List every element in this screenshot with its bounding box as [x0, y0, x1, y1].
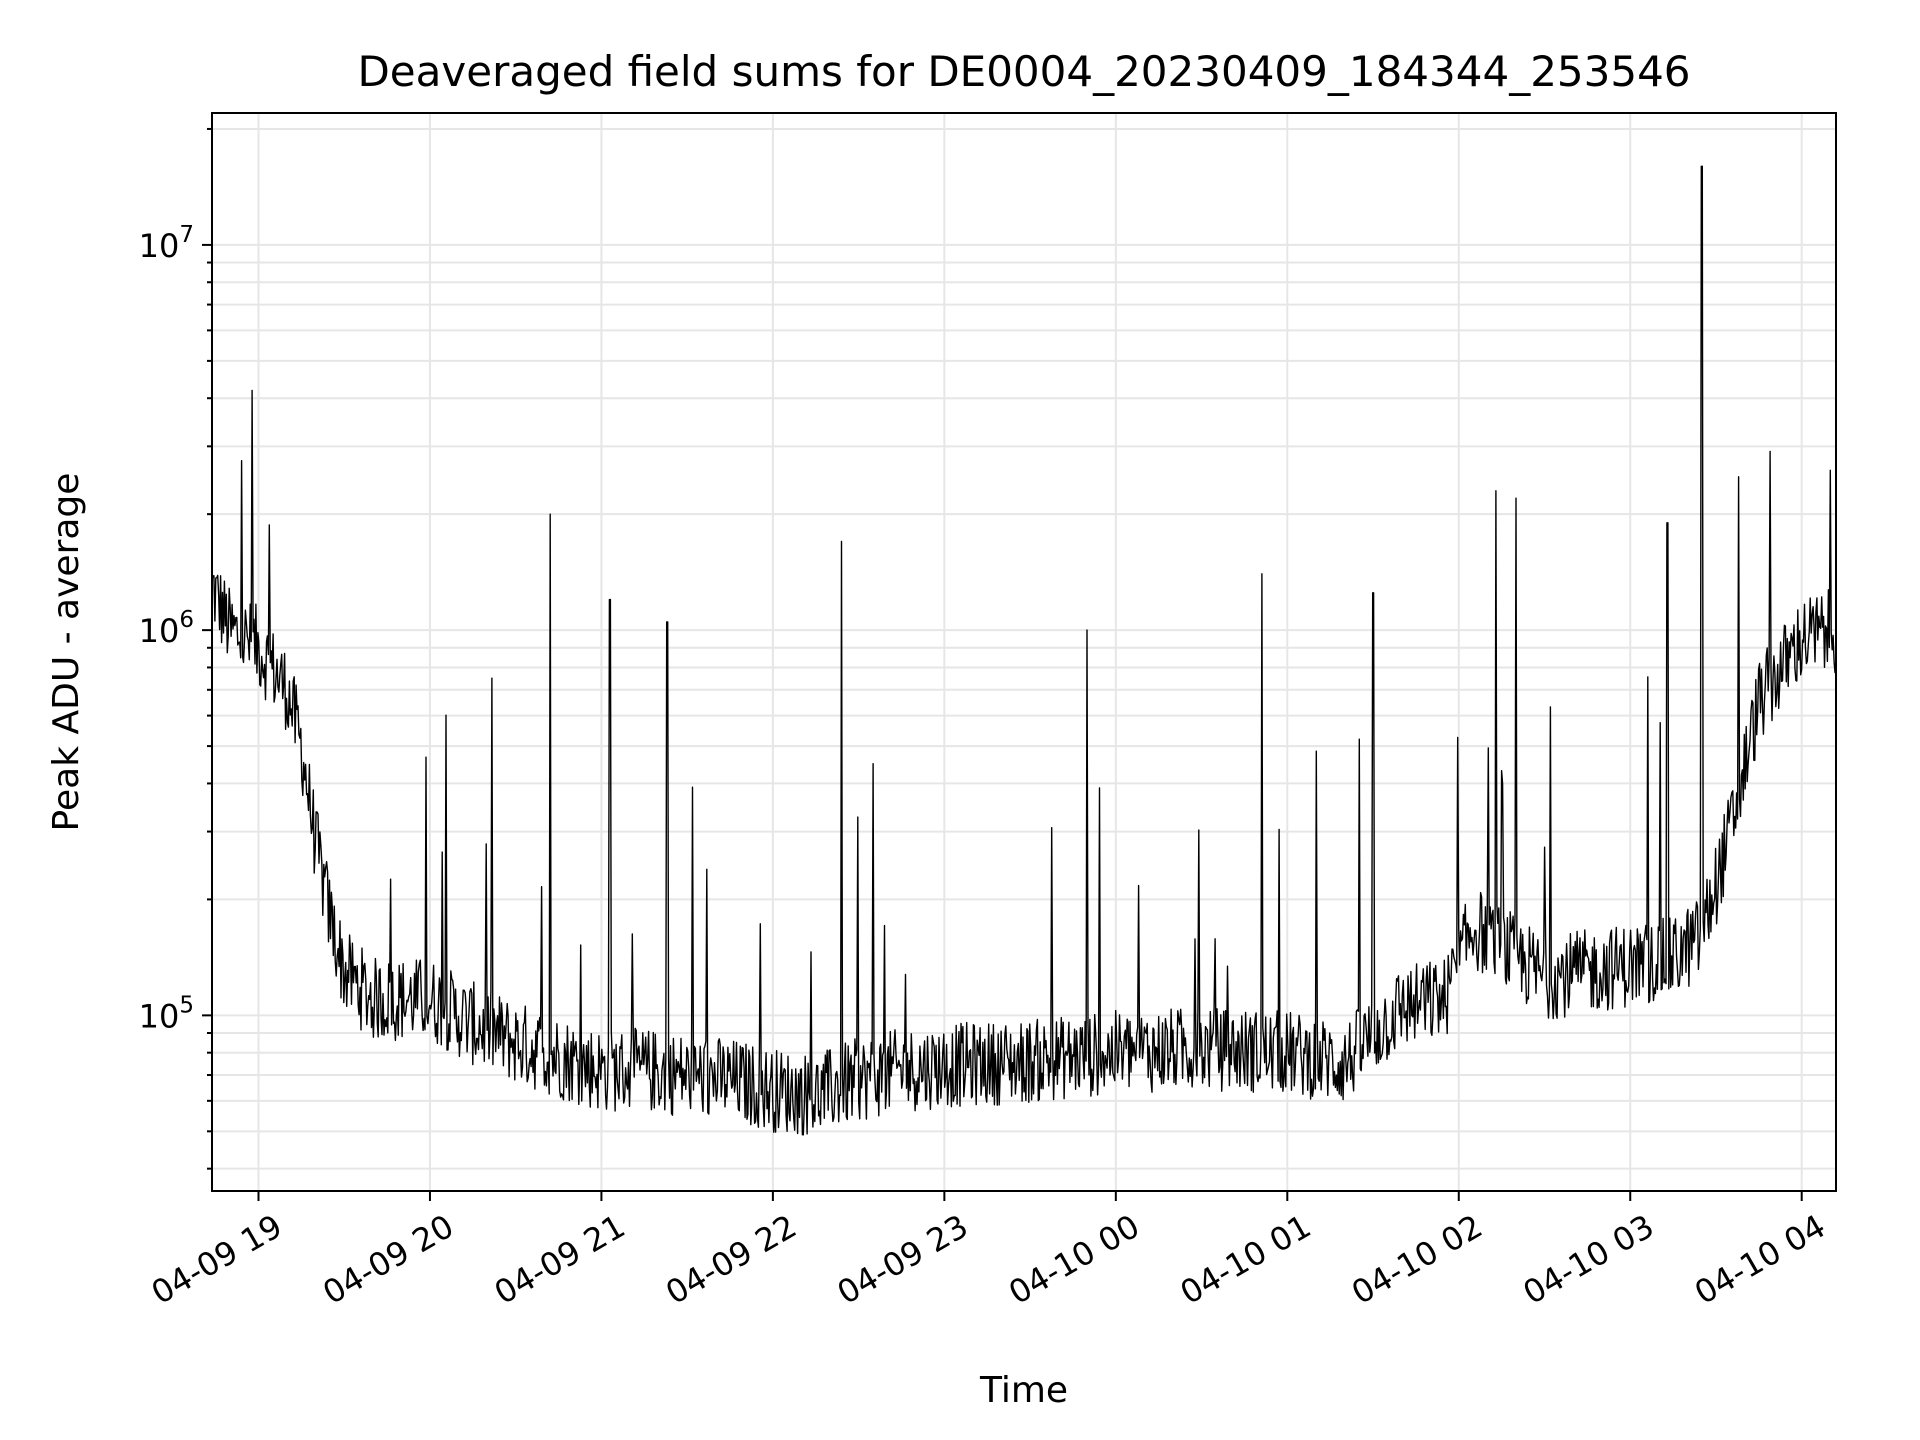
x-axis-label: Time: [979, 1370, 1068, 1411]
y-tick-base: 10: [139, 997, 180, 1035]
y-tick-base: 10: [139, 612, 180, 650]
y-tick-label: 107: [139, 222, 194, 265]
grid: [212, 113, 1836, 1191]
y-tick-label: 106: [139, 607, 194, 650]
y-tick-base: 10: [139, 227, 180, 265]
chart-title: Deaveraged field sums for DE0004_2023040…: [357, 47, 1690, 96]
series-line: [211, 165, 1837, 1136]
y-tick-exponent: 6: [179, 607, 194, 633]
y-axis-label: Peak ADU - average: [46, 473, 87, 832]
y-tick-exponent: 5: [179, 992, 194, 1018]
y-tick-exponent: 7: [179, 222, 194, 248]
series-layer: [211, 165, 1837, 1136]
y-tick-label: 105: [139, 992, 194, 1035]
plot-frame: [211, 112, 1837, 1192]
